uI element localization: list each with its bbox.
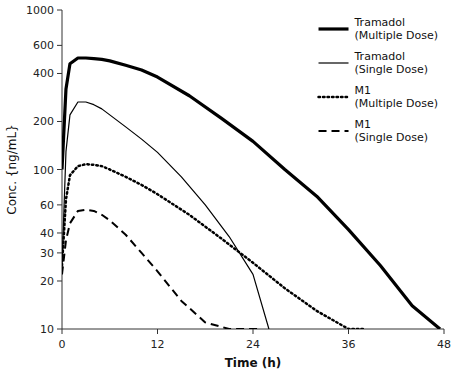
y-tick-label: 1000 (26, 4, 54, 17)
series-line (62, 58, 440, 329)
x-axis-label: Time (h) (225, 356, 282, 370)
legend-label-line: (Multiple Dose) (355, 97, 438, 110)
plot-area (62, 58, 440, 329)
y-tick-label: 30 (40, 247, 54, 260)
y-tick (57, 329, 62, 330)
legend-label: M1(Multiple Dose) (355, 84, 438, 110)
x-tick (253, 329, 254, 334)
y-tick (57, 45, 62, 46)
y-tick-label: 400 (33, 67, 54, 80)
series-line (62, 102, 269, 329)
y-tick-label: 100 (33, 164, 54, 177)
y-tick-label: 20 (40, 275, 54, 288)
legend-swatch (319, 96, 349, 99)
axes: 10 20 30 40 60 100 200 400 600 1000 0 12 24 36 48 (26, 4, 451, 351)
series-line (62, 210, 261, 329)
legend-label: Tramadol(Multiple Dose) (354, 16, 438, 42)
x-tick-label: 12 (151, 338, 165, 351)
x-tick (62, 329, 63, 334)
x-tick (444, 329, 445, 334)
legend-label: Tramadol(Single Dose) (354, 50, 429, 76)
y-tick-label: 10 (40, 323, 54, 336)
y-tick (57, 232, 62, 233)
legend-swatch (319, 130, 349, 132)
y-tick (57, 280, 62, 281)
legend-label-line: (Single Dose) (355, 131, 429, 144)
legend-label-line: Tramadol (354, 50, 406, 63)
y-axis-label: Conc. {ng/mL} (5, 124, 19, 214)
y-tick (57, 121, 62, 122)
y-tick (57, 73, 62, 74)
x-tick-label: 36 (342, 338, 356, 351)
x-tick (348, 329, 349, 334)
y-tick-label: 40 (40, 227, 54, 240)
legend-label-line: (Single Dose) (355, 63, 429, 76)
legend-swatch (319, 27, 349, 30)
x-tick-label: 24 (246, 338, 260, 351)
y-tick-label: 600 (33, 39, 54, 52)
series-line (62, 164, 364, 329)
legend-label-line: Tramadol (354, 16, 406, 29)
legend-label: M1(Single Dose) (355, 118, 429, 144)
legend-label-line: (Multiple Dose) (355, 29, 438, 42)
legend-swatch (319, 62, 349, 63)
x-tick-label: 48 (437, 338, 451, 351)
y-tick (57, 204, 62, 205)
x-tick (157, 329, 158, 334)
chart: 10 20 30 40 60 100 200 400 600 1000 0 12 24 36 48 Time … (0, 0, 454, 375)
legend-label-line: M1 (355, 84, 372, 97)
legend-label-line: M1 (355, 118, 372, 131)
y-tick (57, 10, 62, 11)
y-tick-label: 60 (40, 199, 54, 212)
y-tick (57, 169, 62, 170)
x-tick-label: 0 (59, 338, 66, 351)
legend: Tramadol(Multiple Dose)Tramadol(Single D… (319, 16, 438, 144)
y-tick-label: 200 (33, 115, 54, 128)
y-tick (57, 252, 62, 253)
